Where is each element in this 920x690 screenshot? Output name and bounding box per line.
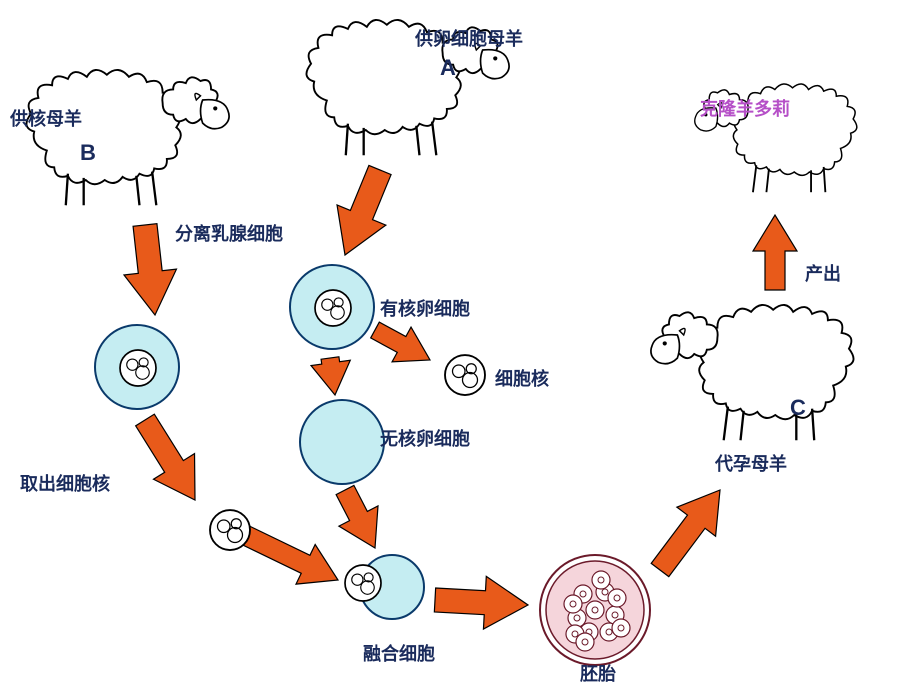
arrow-a_cell_to_enuc bbox=[310, 355, 354, 397]
label-sheep-c-title: 代孕母羊 bbox=[715, 450, 787, 476]
label-sheep-a-letter: A bbox=[440, 55, 456, 81]
sheep-c bbox=[651, 305, 854, 440]
label-fusion: 融合细胞 bbox=[363, 640, 435, 666]
blastomere bbox=[586, 601, 604, 619]
arrow-b_cell_down bbox=[124, 407, 215, 513]
arrow-c_to_dolly bbox=[753, 215, 797, 290]
label-dolly-title: 克隆羊多莉 bbox=[700, 95, 790, 121]
label-embryo: 胚胎 bbox=[580, 660, 616, 686]
arrow-a_to_cell bbox=[321, 160, 405, 265]
blastomere bbox=[608, 589, 626, 607]
label-step-b1: 分离乳腺细胞 bbox=[175, 220, 283, 246]
egg-nucleus bbox=[315, 290, 351, 326]
label-sheep-a-title: 供卵细胞母羊 bbox=[415, 25, 523, 51]
label-sheep-b-letter: B bbox=[80, 140, 96, 166]
enucleated-egg bbox=[300, 400, 384, 484]
label-cell-a3: 无核卵细胞 bbox=[380, 425, 470, 451]
arrow-a_cell_to_nuc bbox=[366, 313, 440, 378]
arrow-nuc_to_fusion bbox=[235, 515, 347, 600]
sheep-b bbox=[26, 70, 229, 205]
label-sheep-b-title: 供核母羊 bbox=[10, 105, 82, 131]
label-cell-a2: 细胞核 bbox=[495, 365, 549, 391]
blastomere bbox=[576, 633, 594, 651]
extracted-nucleus-b bbox=[210, 510, 250, 550]
label-step-b2: 取出细胞核 bbox=[20, 470, 110, 496]
label-cell-a1: 有核卵细胞 bbox=[380, 295, 470, 321]
arrow-fusion_to_embryo bbox=[434, 574, 530, 632]
label-sheep-c-letter: C bbox=[790, 395, 806, 421]
arrow-enuc_to_fusion bbox=[325, 480, 394, 558]
label-birth: 产出 bbox=[805, 260, 841, 286]
fusion-nucleus bbox=[345, 565, 381, 601]
arrow-embryo_to_c bbox=[641, 475, 740, 584]
blastomere bbox=[612, 619, 630, 637]
blastomere bbox=[564, 595, 582, 613]
removed-nucleus-a bbox=[445, 355, 485, 395]
arrow-b_to_cell bbox=[119, 222, 181, 318]
mammary-nucleus bbox=[120, 350, 156, 386]
blastomere bbox=[592, 571, 610, 589]
